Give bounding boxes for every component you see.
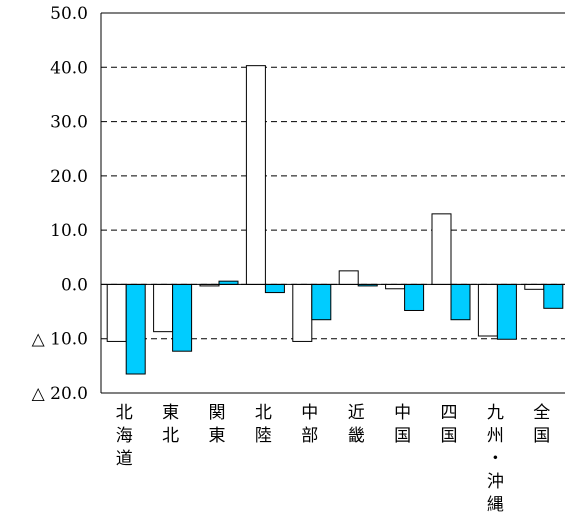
y-tick-label: 10.0	[50, 221, 88, 241]
x-category-label: 国	[441, 426, 458, 446]
x-category-label: 沖	[487, 472, 504, 492]
x-category-label: 関	[209, 403, 226, 423]
x-category-label: 州	[487, 426, 504, 446]
x-category-label: ・	[487, 449, 504, 469]
x-category-label: 海	[116, 426, 133, 446]
y-tick-label: △ 10.0	[32, 330, 88, 350]
x-category-label: 国	[533, 426, 550, 446]
bar-series2	[543, 283, 564, 309]
x-category-label: 部	[301, 426, 318, 446]
x-category-label: 全	[533, 403, 550, 423]
bar-series2	[125, 283, 146, 375]
y-tick-labels: 50.0 40.0 30.0 20.0 10.0 0.0 △ 10.0 △ 20.0	[32, 4, 88, 404]
bar-series1	[338, 270, 359, 285]
axes	[100, 12, 565, 394]
x-category-label: 中	[394, 403, 411, 423]
x-category-label: 東	[162, 403, 179, 423]
x-category-label: 国	[394, 426, 411, 446]
y-tick-label: 30.0	[50, 113, 88, 133]
y-tick-label: 50.0	[50, 4, 88, 24]
x-category-label: 九	[487, 403, 504, 423]
y-tick-label: 20.0	[50, 167, 88, 187]
y-tick-label: 40.0	[50, 58, 88, 78]
x-category-label: 縄	[487, 495, 504, 515]
y-tick-label: △ 20.0	[32, 384, 88, 404]
bar-series2	[264, 283, 285, 294]
x-category-label: 道	[116, 449, 133, 469]
x-category-label: 畿	[348, 426, 365, 446]
bar-series1	[431, 213, 452, 285]
bar-series1	[106, 283, 127, 342]
x-category-label: 四	[441, 403, 458, 423]
bars	[106, 65, 564, 375]
x-category-label: 中	[301, 403, 318, 423]
x-category-label: 北	[116, 403, 133, 423]
bar-series2	[450, 283, 471, 321]
x-category-label: 近	[348, 403, 365, 423]
bar-series2	[311, 283, 332, 321]
x-category-label: 北	[162, 426, 179, 446]
x-category-label: 北	[255, 403, 272, 423]
bar-series2	[404, 283, 425, 311]
bar-series1	[385, 283, 406, 290]
x-category-label: 東	[209, 426, 226, 446]
bar-series1	[524, 283, 545, 290]
bar-series1	[153, 283, 174, 333]
bar-series1	[292, 283, 313, 342]
bar-series1	[245, 65, 266, 285]
bar-series1	[477, 283, 498, 337]
y-tick-label: 0.0	[61, 275, 88, 295]
bar-series2	[172, 283, 193, 352]
bar-series2	[496, 283, 517, 340]
x-category-label: 陸	[255, 426, 272, 446]
